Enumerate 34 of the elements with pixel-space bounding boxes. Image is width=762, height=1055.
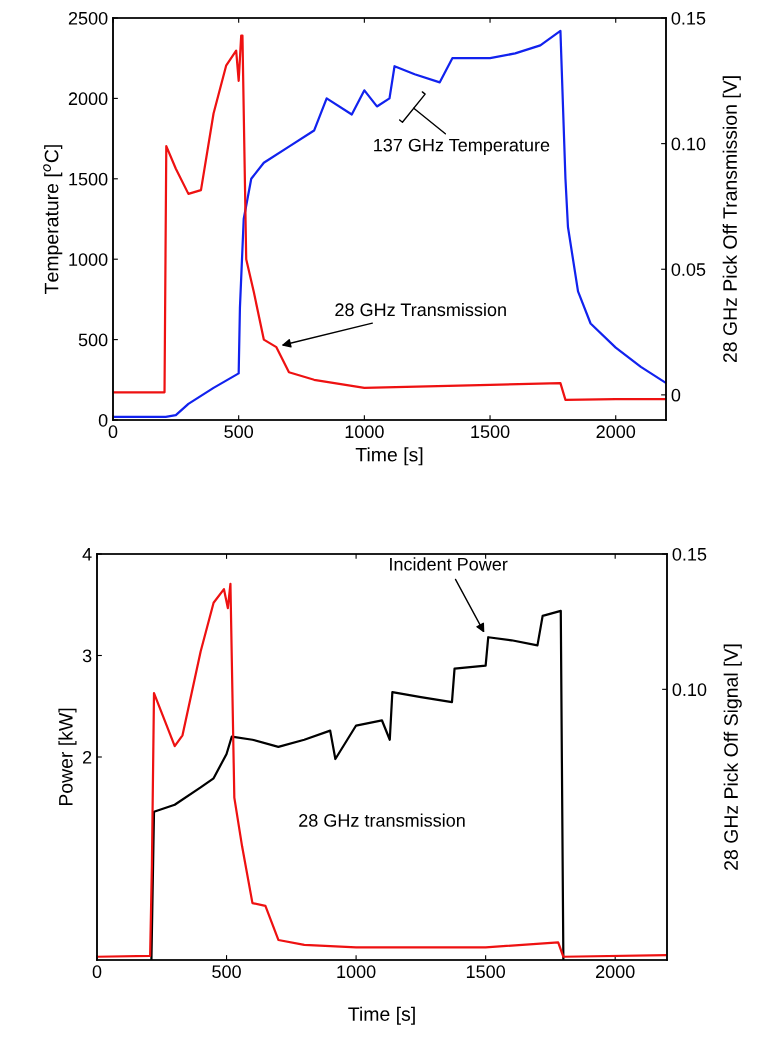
y-tick-label: 2 <box>83 750 92 764</box>
x-axis-title: Time [s] <box>348 1006 415 1025</box>
x-tick-label: 2000 <box>596 425 636 439</box>
x-tick-label: 500 <box>212 965 241 979</box>
y-tick-label: 0 <box>98 413 108 427</box>
x-tick-label: 1500 <box>466 965 506 979</box>
annotation: Incident Power <box>390 557 508 571</box>
y-tick-label: 1500 <box>69 172 108 186</box>
x-tick-label: 2000 <box>596 965 635 979</box>
y-tick-label: 4 <box>82 548 92 561</box>
y-tick-label: 3 <box>82 649 92 663</box>
x-tick-label: 1000 <box>337 965 376 979</box>
x-tick-label: 0 <box>108 425 118 439</box>
annotation: 28 GHz transmission <box>299 813 465 827</box>
x-axis-title: Time [s] <box>355 447 423 466</box>
y2-axis-title: 28 GHz Pick Off Transmission [V] <box>722 76 741 363</box>
y2-tick-label: 0.05 <box>671 263 706 276</box>
y-tick-label: 2500 <box>68 11 108 25</box>
x-tick-label: 1000 <box>345 425 384 439</box>
y2-tick-label: 0.10 <box>672 683 707 697</box>
y-axis-title: Power [kW] <box>58 708 77 806</box>
y2-tick-label: 0 <box>671 388 681 402</box>
y2-axis-title: 28 GHz Pick Off Signal [V] <box>723 644 742 870</box>
y-tick-label: 1000 <box>69 253 108 266</box>
y2-tick-label: 0.15 <box>671 11 706 25</box>
x-tick-label: 1500 <box>471 425 510 439</box>
y2-tick-label: 0.15 <box>672 547 707 561</box>
annotation: 28 GHz Transmission <box>335 302 506 317</box>
y-tick-label: 500 <box>78 333 108 347</box>
y-tick-label: 2000 <box>68 92 108 106</box>
annotation: 137 GHz Temperature <box>374 138 550 156</box>
y-axis-title: Temperature [$^{o}$C] <box>43 145 63 294</box>
y2-tick-label: 0.10 <box>671 137 706 151</box>
x-tick-label: 500 <box>224 425 254 439</box>
